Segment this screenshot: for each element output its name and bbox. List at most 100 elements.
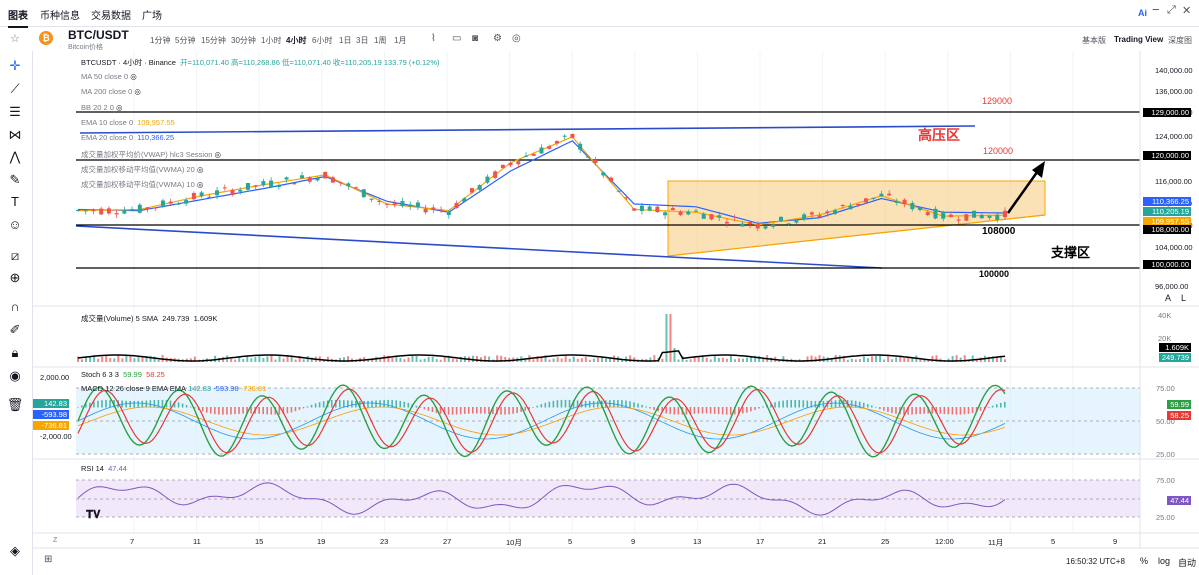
macd-histogram-bar [661,407,664,413]
candle-body [153,207,158,209]
eye-hidden-icon[interactable]: ◎ [113,102,123,112]
volume-bar [600,357,603,362]
volume-bar [77,356,79,362]
eye-hidden-icon[interactable]: ◎ [194,180,204,190]
candle-body [987,215,992,218]
candle-body [670,208,675,211]
fib-icon[interactable]: ☰ [9,104,21,119]
candle-body [369,198,374,200]
zoom-icon[interactable]: ⊕ [9,270,21,285]
template-icon[interactable]: ▭ [452,33,462,44]
eye-hidden-icon[interactable]: ◎ [128,72,137,81]
timeframe-8[interactable]: 3日 [356,36,369,45]
replay-icon[interactable]: ◎ [512,33,521,44]
tab-trading-data[interactable]: 交易数据 [91,11,131,22]
star-icon[interactable]: ☆ [10,33,20,45]
auto-button[interactable]: 自动 [1178,558,1197,568]
timeframe-1[interactable]: 5分钟 [175,36,196,45]
volume-bar [415,356,418,362]
indicator-legend-item[interactable]: 成交量加权平均价(VWAP) hlc3 Session ◎ [81,149,221,160]
macd-histogram-bar [508,407,510,415]
close-icon[interactable]: ✕ [1182,5,1192,17]
date-range-icon[interactable]: ⊞ [44,554,53,565]
ai-icon[interactable]: Ai [1138,8,1147,18]
timeframe-0[interactable]: 1分钟 [150,36,171,45]
macd-histogram-bar [629,401,631,408]
indicator-chart-icon[interactable]: ⌇ [431,33,436,44]
time-tick: 7 [130,537,135,546]
indicator-legend-item[interactable]: EMA 20 close 0 110,366.25 [81,133,174,142]
settings-icon[interactable]: ⚙ [493,33,502,44]
macd-histogram-bar [258,407,260,414]
candle-body [392,203,397,205]
expand-icon[interactable]: ⤢ [1167,4,1176,16]
candle-body [802,214,807,220]
candle-body [469,188,474,193]
eye-icon[interactable]: ◉ [9,368,21,383]
volume-bar [113,358,116,362]
volume-bar [367,358,370,362]
time-tick: 19 [317,537,326,546]
volume-bar [238,356,241,362]
crosshair-icon[interactable]: ✛ [9,58,21,73]
volume-legend: 成交量(Volume) 5 SMA 249.739 1.609K [81,313,217,324]
view-depth[interactable]: 深度图 [1168,36,1192,45]
ruler-icon[interactable]: ⧄ [10,248,20,263]
clock[interactable]: 16:50:32 UTC+8 [1066,557,1125,566]
indicator-legend-item[interactable]: EMA 10 close 0 109,957.55 [81,118,175,127]
minimize-icon[interactable]: − [1152,2,1160,17]
tab-chart[interactable]: 图表 [8,7,28,28]
annotation-120000: 120000 [983,146,1014,156]
tab-square[interactable]: 广场 [142,11,162,22]
stoch-d-line [77,388,1006,454]
timeframe-6[interactable]: 6小时 [312,36,333,45]
indicator-legend-item[interactable]: BB 20 2 0 ◎ [81,103,123,112]
view-tradingview[interactable]: Trading View [1114,35,1164,44]
volume-bar [911,357,914,362]
trendline-icon[interactable]: ⟋ [10,81,20,96]
range-label[interactable]: Z [53,537,58,544]
timeframe-10[interactable]: 1月 [394,36,407,45]
log-button[interactable]: log [1158,556,1171,566]
trash-icon[interactable]: 🗑︎ [6,397,24,412]
lock-icon[interactable]: 🔒︎ [11,345,19,360]
macd-histogram-bar [584,400,587,408]
macd-histogram-bar [359,400,361,408]
auto-scale-button[interactable]: A [1165,293,1172,303]
timeframe-7[interactable]: 1日 [339,36,352,45]
eye-hidden-icon[interactable]: ◎ [194,164,204,174]
indicator-legend-item[interactable]: 成交量加权移动平均值(VWMA) 20 ◎ [81,164,203,175]
emoji-icon[interactable]: ☺ [8,217,22,232]
timeframe-9[interactable]: 1周 [374,36,387,45]
layers-icon[interactable]: ◈ [10,543,20,558]
indicator-legend-item[interactable]: 成交量加权移动平均值(VWMA) 10 ◎ [81,179,203,190]
lock-drawing-icon[interactable]: ✐ [9,322,21,337]
volume-bar [971,355,974,362]
pattern-icon[interactable]: ⋀ [9,149,21,164]
macd-histogram-bar [778,401,780,408]
timeframe-3[interactable]: 30分钟 [231,36,256,45]
macd-histogram-bar [451,407,454,415]
pitchfork-icon[interactable]: ⋈ [8,127,22,142]
text-icon[interactable]: T [11,194,19,209]
volume-bar [870,356,873,362]
symbol-pair[interactable]: BTC/USDT [68,28,129,42]
timeframe-5[interactable]: 4小时 [286,36,307,45]
camera-icon[interactable]: ◙ [472,33,479,44]
log-scale-button[interactable]: L [1181,293,1187,303]
eye-hidden-icon[interactable]: ◎ [212,149,222,159]
volume-bar [399,357,402,362]
magnet-icon[interactable]: ∩ [10,299,20,314]
volume-bar [109,358,112,362]
indicator-legend-item[interactable]: MA 200 close 0 ◎ [81,87,141,96]
brush-icon[interactable]: ✎ [9,172,21,187]
view-basic[interactable]: 基本版 [1082,36,1106,45]
tab-coin-info[interactable]: 币种信息 [40,11,80,22]
chart-title: BTCUSDT · 4小时 · Binance 开=110,071.40 高=1… [81,57,440,68]
eye-hidden-icon[interactable]: ◎ [132,87,141,97]
timeframe-4[interactable]: 1小时 [261,36,282,45]
percent-button[interactable]: % [1140,556,1149,566]
indicator-legend-item[interactable]: MA 50 close 0 ◎ [81,72,137,81]
timeframe-2[interactable]: 15分钟 [201,36,226,45]
